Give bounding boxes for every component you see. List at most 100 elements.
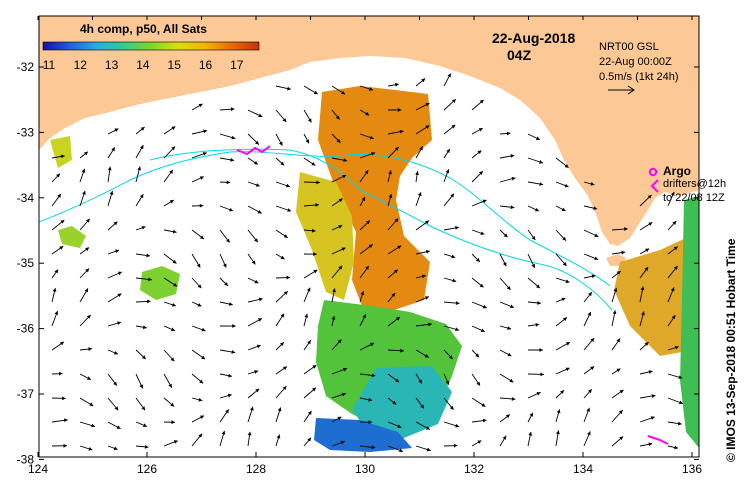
argo-label: Argo (663, 164, 691, 178)
current-vector-head (562, 236, 566, 241)
current-vector-head (477, 440, 482, 444)
current-vector-head (647, 194, 652, 199)
sst-layer (50, 86, 699, 452)
current-vector-head (282, 118, 287, 123)
current-vector-head (370, 342, 375, 347)
current-vector-head (506, 131, 511, 136)
current-vector-head (117, 293, 122, 298)
current-vector-head (257, 210, 262, 214)
current-vector-head (510, 205, 515, 210)
x-tick-label: 126 (137, 462, 157, 476)
current-vector-head (230, 157, 235, 162)
current-vector-head (255, 140, 259, 145)
current-vector-head (509, 304, 514, 309)
current-vector-head (197, 303, 202, 307)
model-label: NRT00 GSL (599, 41, 659, 53)
current-vector-head (343, 158, 348, 163)
current-vector-head (337, 416, 342, 421)
colorbar-tick-label: 14 (136, 58, 150, 72)
current-vector-head (113, 351, 118, 355)
current-vector-head (392, 400, 397, 405)
current-vector-head (342, 174, 347, 179)
current-vector-head (479, 283, 484, 288)
current-vector-head (254, 370, 259, 374)
current-vector-head (278, 141, 283, 146)
current-vector-head (84, 151, 88, 156)
current-vector-head (276, 434, 281, 439)
current-vector-head (282, 386, 287, 391)
current-vector-head (421, 78, 426, 83)
current-vector-head (531, 235, 536, 240)
current-vector-head (228, 373, 232, 378)
current-vector-head (482, 304, 487, 309)
composite-label: 4h comp, p50, All Sats (80, 22, 207, 36)
current-vector-head (594, 256, 599, 261)
y-tick-label: -36 (17, 322, 35, 336)
current-vector-head (198, 103, 203, 108)
current-vector-head (81, 168, 86, 173)
current-vector-head (369, 135, 374, 140)
current-vector-head (588, 292, 592, 297)
current-vector-head (169, 169, 173, 174)
current-vector-head (424, 296, 429, 300)
current-vector-head (59, 246, 64, 250)
x-tick-label: 124 (28, 462, 48, 476)
current-vector-head (91, 423, 96, 428)
current-vector-head (452, 278, 457, 283)
current-vector-head (311, 228, 316, 233)
current-vector-head (316, 180, 320, 185)
current-vector-head (343, 367, 347, 372)
current-vector-head (338, 225, 343, 229)
current-vector-head (282, 366, 287, 371)
current-vector-head (332, 288, 336, 293)
colorbar (42, 41, 260, 51)
colorbar-tick-label: 13 (105, 58, 119, 72)
current-vector-head (172, 259, 177, 264)
current-vector-head (306, 287, 311, 292)
vector-scale-label: 0.5m/s (1kt 24h) (599, 71, 679, 83)
argo-float-icon (648, 167, 658, 177)
current-vector-head (619, 436, 624, 441)
current-vector-head (535, 136, 540, 140)
current-vector-head (616, 271, 621, 275)
current-vector-head (255, 183, 260, 187)
current-vector-head (528, 431, 533, 436)
current-vector-head (371, 373, 376, 378)
current-vector-head (453, 443, 458, 448)
current-vector-head (531, 263, 535, 268)
current-vector-head (534, 207, 539, 212)
current-vector-head (221, 430, 226, 435)
current-vector-head (594, 233, 599, 237)
current-vector-head (529, 412, 533, 417)
sst-patch-gulf (50, 136, 72, 168)
current-vector-head (85, 268, 90, 273)
current-vector-head (338, 265, 343, 270)
current-vector-head (418, 379, 422, 384)
current-vector-head (673, 265, 678, 270)
drifters-label-1: drifters@12h (663, 178, 727, 190)
current-vector-head (360, 291, 365, 296)
current-vector-head (286, 275, 291, 280)
current-vector-head (417, 192, 422, 197)
current-vector-head (394, 218, 399, 223)
y-tick-label: -37 (17, 387, 35, 401)
axes: 124 126 128 130 132 134 136 -32 -33 -34 -35 -36 -37 -… (17, 16, 702, 476)
current-vector-head (616, 338, 621, 343)
current-vector-head (455, 423, 460, 428)
current-vector-head (231, 350, 236, 354)
current-vector-head (612, 310, 617, 315)
current-vector-head (397, 424, 402, 428)
map-time: 04Z (507, 47, 532, 63)
current-vector-head (621, 250, 626, 255)
current-vector-head (677, 421, 682, 426)
current-vector-head (503, 233, 508, 238)
current-vector-head (86, 376, 91, 380)
current-vector-head (56, 173, 60, 178)
current-vector-head (230, 107, 235, 112)
current-vector-head (307, 340, 311, 345)
y-tick-label: -35 (17, 256, 35, 270)
sst-patch-west-small (58, 226, 86, 248)
model-timestamp: 22-Aug 00:00Z (599, 56, 672, 68)
current-vector-head (116, 425, 121, 429)
x-tick-label: 132 (464, 462, 484, 476)
